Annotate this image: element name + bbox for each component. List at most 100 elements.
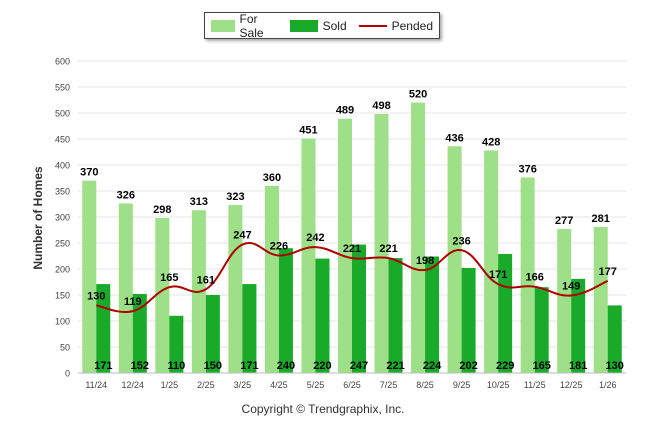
y-tick-label: 200 — [55, 265, 70, 275]
y-tick-label: 100 — [55, 317, 70, 327]
data-label-pended: 149 — [562, 281, 580, 293]
data-label-pended: 221 — [379, 243, 397, 255]
bar-sold — [205, 295, 220, 373]
data-label-sold: 165 — [532, 360, 550, 372]
data-label-pended: 166 — [525, 272, 543, 284]
x-tick-label: 1/26 — [599, 380, 617, 390]
x-tick-label: 11/24 — [85, 380, 107, 390]
x-tick-label: 10/25 — [487, 380, 510, 390]
y-tick-label: 550 — [55, 83, 70, 93]
bar-for-sale — [411, 102, 426, 373]
x-tick-label: 5/25 — [307, 380, 325, 390]
x-tick-label: 12/25 — [560, 380, 583, 390]
bar-sold — [315, 258, 330, 373]
data-label-pended: 242 — [306, 232, 324, 244]
data-label-for-sale: 323 — [226, 191, 244, 203]
legend-item-for-sale[interactable]: For Sale — [211, 12, 278, 40]
data-label-pended: 130 — [87, 290, 105, 302]
bar-for-sale — [155, 218, 170, 373]
bar-sold — [461, 267, 476, 373]
x-tick-label: 11/25 — [524, 380, 546, 390]
data-label-for-sale: 436 — [445, 132, 463, 144]
data-label-sold: 220 — [313, 360, 331, 372]
legend-swatch-sold — [289, 19, 318, 32]
data-label-for-sale: 428 — [482, 136, 500, 148]
bar-sold — [571, 278, 586, 373]
data-label-pended: 161 — [197, 274, 215, 286]
bar-sold — [498, 253, 513, 373]
data-label-for-sale: 520 — [409, 89, 427, 101]
copyright-text: Copyright © Trendgraphix, Inc. — [241, 402, 405, 416]
data-label-sold: 130 — [606, 360, 624, 372]
data-label-for-sale: 281 — [592, 213, 610, 225]
x-tick-label: 3/25 — [234, 380, 252, 390]
x-tick-label: 9/25 — [453, 380, 471, 390]
data-label-sold: 229 — [496, 360, 514, 372]
bar-sold — [352, 244, 366, 373]
y-tick-label: 500 — [55, 109, 70, 119]
data-label-sold: 171 — [240, 360, 258, 372]
data-label-pended: 177 — [599, 266, 617, 278]
bar-for-sale — [484, 150, 499, 373]
legend: For Sale Sold Pended — [204, 12, 440, 40]
x-axis: 11/24 12/24 1/25 2/25 3/25 4/25 5/25 6/25 7/25 8/… — [78, 372, 626, 390]
data-label-for-sale: 489 — [336, 105, 354, 117]
x-tick-label: 6/25 — [343, 380, 361, 390]
bar-for-sale — [374, 114, 389, 373]
data-label-pended: 226 — [270, 240, 288, 252]
bar-for-sale — [264, 185, 279, 373]
y-tick-label: 0 — [65, 369, 70, 379]
x-tick-label: 4/25 — [270, 380, 288, 390]
data-label-pended: 119 — [124, 296, 142, 308]
bar-for-sale — [301, 138, 316, 373]
bar-for-sale — [557, 228, 572, 373]
data-label-for-sale: 451 — [299, 124, 317, 136]
data-label-for-sale: 370 — [80, 167, 98, 179]
data-label-sold: 247 — [350, 360, 368, 372]
y-tick-label: 450 — [55, 135, 70, 145]
data-label-pended: 221 — [343, 243, 361, 255]
data-label-sold: 171 — [94, 360, 112, 372]
bars — [82, 102, 622, 373]
y-axis-label: Number of Homes — [31, 166, 45, 270]
data-label-sold: 150 — [204, 360, 222, 372]
data-label-sold: 202 — [459, 360, 477, 372]
y-tick-label: 400 — [55, 161, 70, 171]
legend-swatch-for-sale — [211, 19, 235, 32]
bar-sold — [388, 258, 403, 373]
x-tick-label: 2/25 — [197, 380, 215, 390]
data-labels: 370 171 326 152 298 110 313 150 323 171 360 240 451 2… — [80, 89, 624, 372]
bar-sold — [425, 256, 440, 373]
y-tick-label: 600 — [55, 57, 70, 67]
legend-swatch-pended — [358, 24, 387, 27]
data-label-for-sale: 376 — [518, 163, 536, 175]
bar-sold — [607, 305, 622, 373]
data-label-sold: 240 — [277, 360, 295, 372]
bar-sold — [132, 293, 147, 373]
legend-item-sold[interactable]: Sold — [289, 19, 347, 33]
legend-label-pended: Pended — [391, 18, 433, 33]
data-label-sold: 224 — [423, 360, 442, 372]
data-label-sold: 221 — [386, 360, 404, 372]
legend-label-for-sale: For Sale — [239, 11, 264, 40]
data-label-for-sale: 498 — [372, 100, 390, 112]
data-label-for-sale: 360 — [263, 172, 281, 184]
bar-sold — [534, 287, 549, 373]
x-tick-label: 7/25 — [380, 380, 398, 390]
y-axis: 0 50 100 150 200 250 300 350 400 450 500 550 600 — [55, 57, 70, 379]
data-label-pended: 171 — [489, 269, 507, 281]
data-label-pended: 198 — [416, 255, 434, 267]
bar-for-sale — [82, 180, 97, 373]
data-label-for-sale: 277 — [555, 215, 573, 227]
y-tick-label: 150 — [55, 291, 70, 301]
x-tick-label: 8/25 — [416, 380, 434, 390]
bar-for-sale — [520, 177, 535, 373]
data-label-pended: 165 — [160, 272, 178, 284]
bar-sold — [169, 315, 184, 373]
data-label-sold: 152 — [131, 360, 149, 372]
legend-item-pended[interactable]: Pended — [358, 18, 433, 33]
bar-for-sale — [593, 226, 608, 373]
data-label-pended: 236 — [452, 235, 470, 247]
data-label-sold: 110 — [167, 360, 185, 372]
